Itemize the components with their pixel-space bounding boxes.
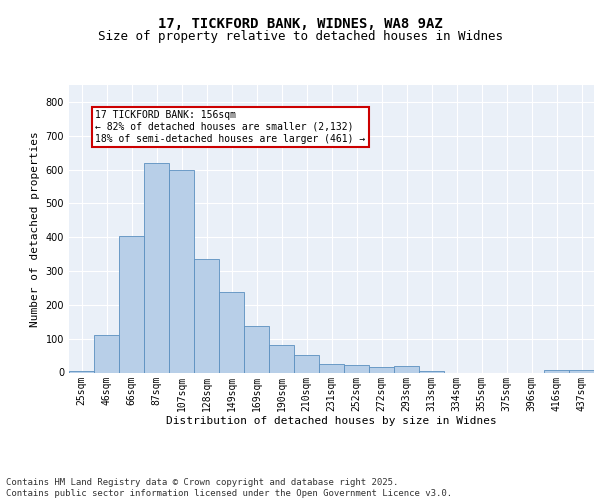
Bar (69, 371, 94, 372)
Bar (269, 346, 294, 372)
Text: Size of property relative to detached houses in Widnes: Size of property relative to detached ho… (97, 30, 503, 43)
Text: Contains HM Land Registry data © Crown copyright and database right 2025.
Contai: Contains HM Land Registry data © Crown c… (6, 478, 452, 498)
Bar (544, 370, 569, 372)
Bar (119, 236, 144, 372)
Text: 17, TICKFORD BANK, WIDNES, WA8 9AZ: 17, TICKFORD BANK, WIDNES, WA8 9AZ (158, 18, 442, 32)
Bar (394, 366, 419, 372)
Bar (169, 170, 194, 372)
Bar (219, 292, 244, 372)
X-axis label: Distribution of detached houses by size in Widnes: Distribution of detached houses by size … (166, 416, 497, 426)
Bar (144, 163, 169, 372)
Bar (569, 370, 594, 372)
Bar (244, 326, 269, 372)
Bar (194, 259, 219, 372)
Bar (419, 371, 444, 372)
Bar (369, 367, 394, 372)
Bar (94, 336, 119, 372)
Bar (319, 364, 344, 372)
Y-axis label: Number of detached properties: Number of detached properties (30, 131, 40, 326)
Bar (294, 354, 319, 372)
Bar (344, 365, 369, 372)
Text: 17 TICKFORD BANK: 156sqm
← 82% of detached houses are smaller (2,132)
18% of sem: 17 TICKFORD BANK: 156sqm ← 82% of detach… (95, 110, 365, 144)
